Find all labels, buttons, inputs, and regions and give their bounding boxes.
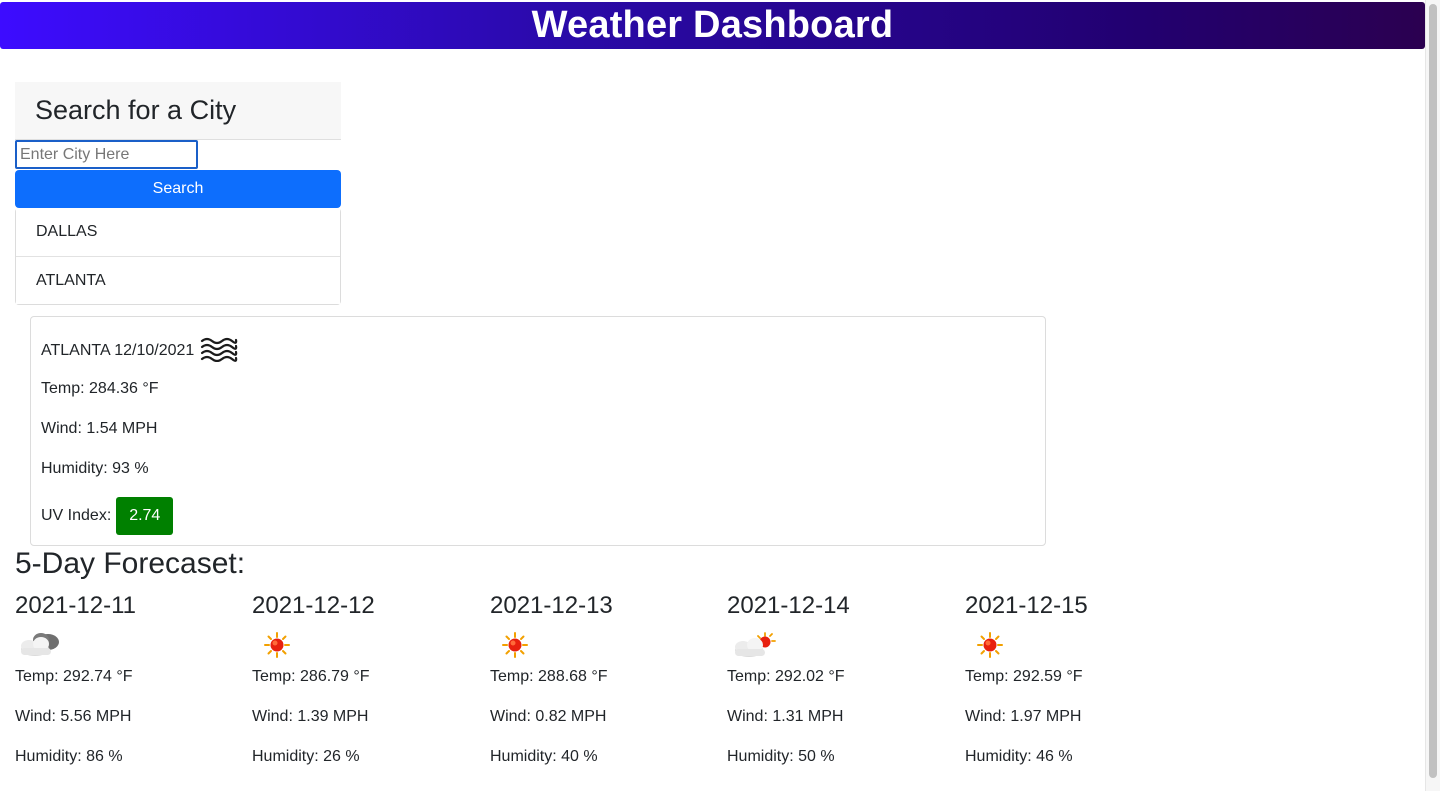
forecast-temp: Temp: 292.02 °F [727,668,927,708]
uv-index-label: UV Index: [41,507,111,525]
forecast-wind: Wind: 0.82 MPH [490,708,690,748]
broken-clouds-icon [15,622,215,668]
sun-icon [490,622,690,668]
current-temp: Temp: 284.36 °F [41,379,159,399]
forecast-date: 2021-12-13 [490,592,690,622]
forecast-temp: Temp: 286.79 °F [252,668,452,708]
forecast-day-card: 2021-12-12 Temp: 286.79 °F Wind: 1.39 MP… [252,592,452,788]
forecast-humidity: Humidity: 26 % [252,748,452,788]
forecast-temp: Temp: 292.74 °F [15,668,215,708]
forecast-humidity: Humidity: 40 % [490,748,690,788]
forecast-wind: Wind: 5.56 MPH [15,708,215,748]
current-wind: Wind: 1.54 MPH [41,419,157,439]
page-header: Weather Dashboard [0,2,1425,49]
forecast-day-card: 2021-12-14 Temp: 292.02 °F Wind: 1.31 MP… [727,592,927,788]
forecast-day-card: 2021-12-13 Temp: 288.68 °F Wind: 0.82 MP… [490,592,690,788]
forecast-date: 2021-12-14 [727,592,927,622]
forecast-date: 2021-12-12 [252,592,452,622]
forecast-humidity: Humidity: 46 % [965,748,1165,788]
page-scrollbar[interactable] [1425,0,1440,791]
current-heading: ATLANTA 12/10/2021 [41,339,238,363]
forecast-wind: Wind: 1.39 MPH [252,708,452,748]
search-panel-title: Search for a City [35,95,236,126]
page-title: Weather Dashboard [532,4,894,47]
forecast-temp: Temp: 292.59 °F [965,668,1165,708]
forecast-humidity: Humidity: 86 % [15,748,215,788]
sun-icon [965,622,1165,668]
forecast-day-card: 2021-12-11 Temp: 292.74 °F Wind: 5.56 MP… [15,592,215,788]
forecast-wind: Wind: 1.31 MPH [727,708,927,748]
search-panel-header: Search for a City [15,82,341,140]
forecast-wind: Wind: 1.97 MPH [965,708,1165,748]
forecast-humidity: Humidity: 50 % [727,748,927,788]
search-button[interactable]: Search [15,170,341,208]
forecast-date: 2021-12-11 [15,592,215,622]
sun-icon [252,622,452,668]
mist-icon [200,336,238,367]
search-panel: Search for a City Search DALLAS ATLANTA [15,82,341,305]
current-humidity: Humidity: 93 % [41,459,149,479]
history-item-atlanta[interactable]: ATLANTA [16,256,340,304]
current-weather-card: ATLANTA 12/10/2021 Temp: 284.36 °F Wind:… [30,316,1046,546]
current-city-date: ATLANTA 12/10/2021 [41,342,194,360]
forecast-title: 5-Day Forecaset: [15,547,245,581]
search-history-list: DALLAS ATLANTA [15,208,341,305]
forecast-day-card: 2021-12-15 Temp: 292.59 °F Wind: 1.97 MP… [965,592,1165,788]
forecast-temp: Temp: 288.68 °F [490,668,690,708]
scrollbar-thumb[interactable] [1429,4,1437,778]
forecast-date: 2021-12-15 [965,592,1165,622]
current-uv-row: UV Index: 2.74 [41,497,173,535]
partly-cloudy-icon [727,622,927,668]
city-search-input[interactable] [15,140,198,169]
uv-index-badge: 2.74 [116,497,173,535]
history-item-dallas[interactable]: DALLAS [16,208,340,256]
